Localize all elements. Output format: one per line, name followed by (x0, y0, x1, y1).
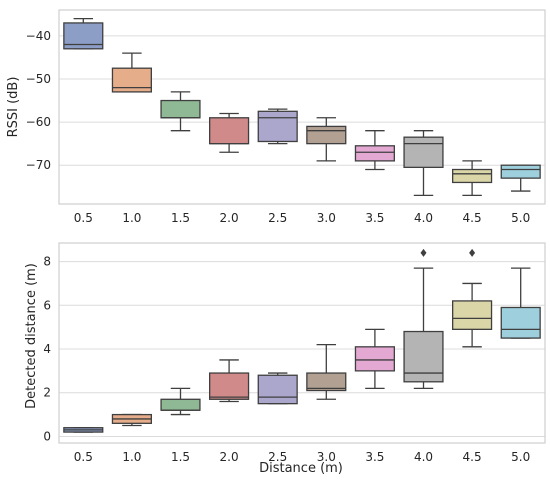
rssi-box (452, 168, 493, 184)
detected-box (500, 306, 541, 339)
rssi-box (111, 67, 152, 93)
detected-x-tick-label: 3.0 (317, 450, 336, 464)
detected-x-tick-label: 4.0 (414, 450, 433, 464)
detected-x-tick-label: 5.0 (511, 450, 530, 464)
rssi-box (354, 145, 395, 162)
rssi-box (209, 117, 250, 145)
detected-outlier-point (420, 248, 427, 257)
rssi-y-tick-label: −50 (26, 72, 51, 86)
rssi-x-tick-label: 0.5 (74, 211, 93, 225)
rssi-x-tick-label: 2.5 (268, 211, 287, 225)
rssi-x-tick-label: 3.0 (317, 211, 336, 225)
rssi-y-tick-label: −60 (26, 115, 51, 129)
distance-x-axis-label: Distance (m) (259, 461, 343, 476)
detected-box (257, 374, 298, 405)
detected-box (306, 372, 347, 392)
rssi-x-tick-label: 4.0 (414, 211, 433, 225)
rssi-x-tick-label: 5.0 (511, 211, 530, 225)
detected-x-tick-label: 2.0 (220, 450, 239, 464)
detected-y-tick-label: 0 (43, 429, 51, 443)
detected-distance-chart-panel: 0 2 4 6 8 0.5 1.0 1.5 2.0 2.5 3.0 3.5 4.0 4.5 5.0 (43, 242, 546, 464)
rssi-x-tick-label: 1.0 (122, 211, 141, 225)
rssi-x-tick-label: 4.5 (463, 211, 482, 225)
detected-box (160, 398, 201, 411)
rssi-x-tick-label: 1.5 (171, 211, 190, 225)
rssi-box (306, 125, 347, 145)
rssi-plot-frame (58, 9, 546, 205)
rssi-box (500, 164, 541, 179)
detected-y-tick-label: 6 (43, 298, 51, 312)
rssi-box (403, 136, 444, 169)
detected-y-tick-label: 4 (43, 342, 51, 356)
rssi-box (257, 110, 298, 143)
rssi-x-tick-label: 3.5 (365, 211, 384, 225)
rssi-y-tick-label: −40 (26, 29, 51, 43)
detected-box (354, 346, 395, 372)
detected-x-tick-label: 4.5 (463, 450, 482, 464)
rssi-y-tick-label: −70 (26, 158, 51, 172)
detected-x-tick-label: 1.5 (171, 450, 190, 464)
detected-box (452, 300, 493, 330)
detected-x-tick-label: 0.5 (74, 450, 93, 464)
detected-box (209, 372, 250, 400)
rssi-x-tick-label: 2.0 (220, 211, 239, 225)
detected-outlier-point (469, 248, 476, 257)
detected-x-tick-label: 2.5 (268, 450, 287, 464)
rssi-box (160, 99, 201, 119)
detected-plot-frame (58, 242, 546, 444)
detected-x-tick-label: 1.0 (122, 450, 141, 464)
rssi-y-axis-label: RSSI (dB) (6, 77, 21, 138)
rssi-chart-panel: −40 −50 −60 −70 0.5 1.0 1.5 2.0 2.5 3.0 3.5 4.0 4.5 5… (26, 9, 546, 225)
detected-y-tick-label: 8 (43, 255, 51, 269)
detected-x-tick-label: 3.5 (365, 450, 384, 464)
detected-y-tick-label: 2 (43, 386, 51, 400)
detected-distance-y-axis-label: Detected distance (m) (24, 263, 39, 409)
detected-box (403, 330, 444, 383)
